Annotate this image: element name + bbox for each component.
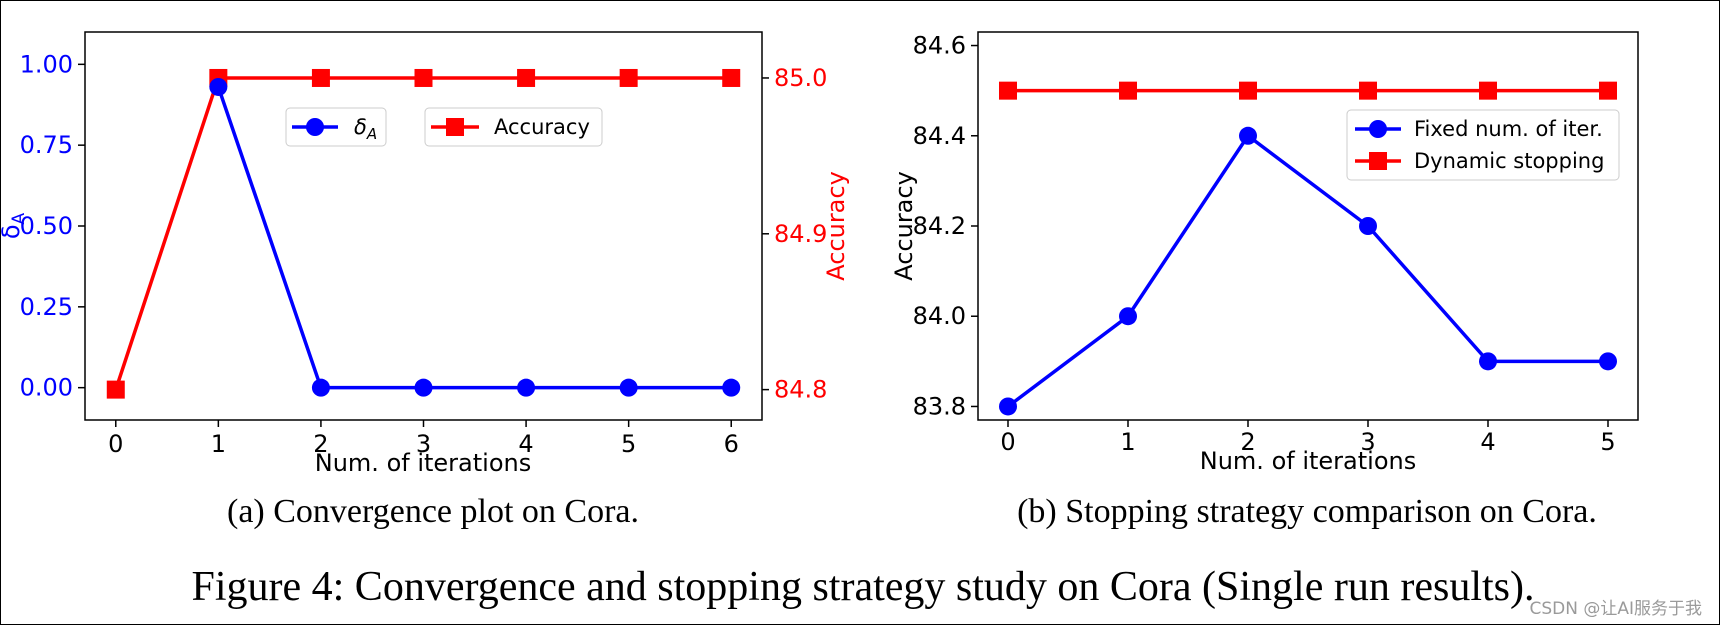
series-line-fixed [1006,133,1608,408]
y-tick-label-b: 84.6 [913,32,966,60]
x-axis-ticks-a: 0 1 2 3 4 5 6 [108,420,739,458]
left-axis-label-a: δA [0,212,29,239]
caption-b: (b) Stopping strategy comparison on Cora… [1017,493,1597,530]
left-tick-label-a: 0.75 [20,131,73,159]
legend-box-accuracy [424,107,603,147]
legend-b: Fixed num. of iter. Dynamic stopping [1346,109,1620,181]
point-fixed [1359,217,1377,235]
series-markers-a [106,68,741,399]
legend-label-delta: δA [354,115,377,143]
point-accuracy [311,68,330,87]
legend-box-b [1346,109,1620,181]
series-markers-b [999,81,1617,416]
legend-marker-accuracy [446,118,464,136]
point-dynamic [1479,81,1497,100]
legend-label-fixed: Fixed num. of iter. [1414,117,1603,141]
point-delta [311,378,330,397]
x-tick-label-b: 1 [1120,428,1135,456]
point-fixed [1599,352,1617,371]
point-accuracy [106,380,125,399]
series-line-delta [216,86,732,390]
x-tick-label-b: 3 [1360,428,1375,456]
x-axis-label-a: Num. of iterations [315,449,531,477]
legend-marker-dynamic [1369,152,1387,170]
legend-marker-fixed [1369,120,1387,138]
watermark: CSDN @让AI服务于我 [1529,599,1702,619]
point-delta [619,378,638,397]
y-tick-label-b: 84.0 [913,302,966,330]
left-tick-label-a: 0.25 [20,293,73,321]
x-tick-label-a: 1 [211,430,226,458]
point-dynamic [1119,81,1137,100]
point-delta [517,378,536,397]
point-fixed [1479,352,1497,371]
series-lines-b [1006,88,1608,408]
caption-a: (a) Convergence plot on Cora. [227,493,639,530]
figure-caption: Figure 4: Convergence and stopping strat… [191,564,1534,610]
x-tick-label-a: 0 [108,430,123,458]
point-dynamic [1359,81,1377,100]
point-delta [209,77,228,96]
right-axis-ticks-a: 84.8 84.9 85.0 [762,64,827,404]
right-tick-label-a: 84.9 [774,220,827,248]
right-tick-label-a: 85.0 [774,64,827,92]
point-fixed [1239,126,1257,145]
x-tick-label-a: 3 [416,430,431,458]
y-tick-label-b: 84.2 [913,212,966,240]
point-dynamic [1239,81,1257,100]
x-tick-label-a: 4 [518,430,533,458]
x-tick-label-b: 2 [1240,428,1255,456]
legend-a: δA Accuracy [285,107,603,147]
right-tick-label-a: 84.8 [774,376,827,404]
legend-label-accuracy: Accuracy [494,115,590,139]
point-accuracy [619,68,638,87]
x-axis-label-b: Num. of iterations [1200,447,1416,475]
y-tick-label-b: 84.4 [913,122,966,150]
convergence-chart: 0 1 2 3 4 5 6 0.00 0.25 0.50 0.75 1.00 84.8 84.9 85.… [0,31,850,530]
x-axis-ticks-b: 0 1 2 3 4 5 [1000,420,1616,456]
left-tick-label-a: 0.00 [20,374,73,402]
right-axis-label-a: Accuracy [822,171,850,281]
x-tick-label-a: 6 [724,430,739,458]
x-tick-label-b: 4 [1480,428,1495,456]
point-dynamic [999,81,1017,100]
point-fixed [1119,307,1137,326]
y-axis-label-b: Accuracy [890,171,918,281]
x-tick-label-a: 5 [621,430,636,458]
y-axis-ticks-b: 83.8 84.0 84.2 84.4 84.6 [913,32,978,420]
left-tick-label-a: 1.00 [20,50,73,78]
left-axis-ticks-a: 0.00 0.25 0.50 0.75 1.00 [20,50,85,402]
x-tick-label-a: 2 [313,430,328,458]
y-tick-label-b: 83.8 [913,392,966,420]
x-tick-label-b: 0 [1000,428,1015,456]
x-tick-label-b: 5 [1600,428,1615,456]
point-accuracy [414,68,433,87]
point-delta [722,378,741,397]
point-fixed [999,397,1017,416]
point-accuracy [722,68,741,87]
left-tick-label-a: 0.50 [20,212,73,240]
point-dynamic [1599,81,1617,100]
legend-label-dynamic: Dynamic stopping [1414,149,1604,173]
legend-marker-delta [306,118,324,136]
point-delta [414,378,433,397]
point-accuracy [517,68,536,87]
stopping-chart: 0 1 2 3 4 5 83.8 84.0 84.2 84.4 84.6 Num. of iter… [890,31,1639,530]
